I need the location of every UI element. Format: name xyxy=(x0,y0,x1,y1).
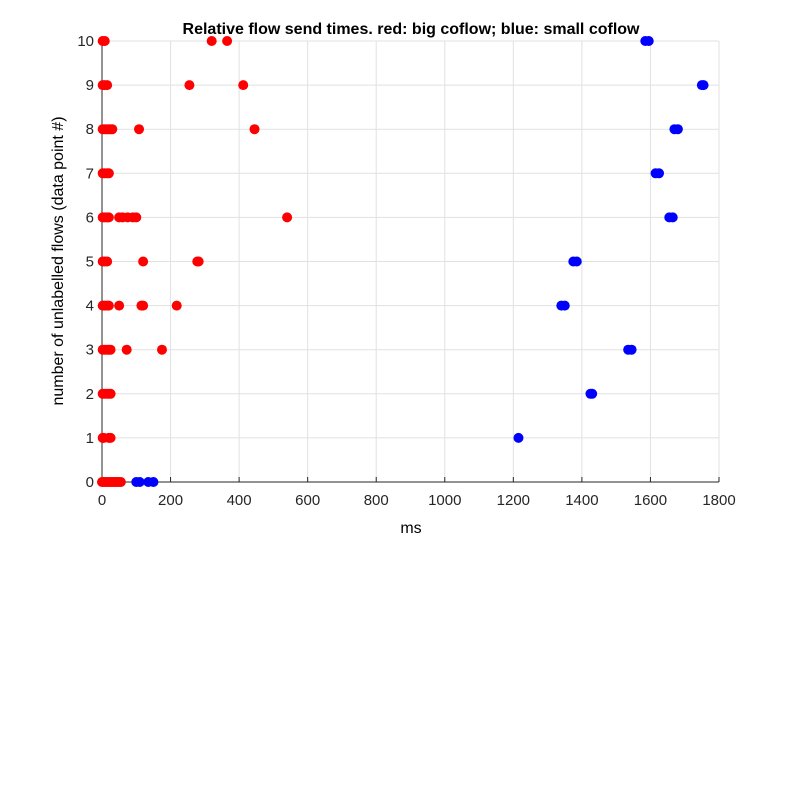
y-tick-label: 4 xyxy=(86,298,94,315)
y-tick-label: 7 xyxy=(86,165,94,182)
y-tick-label: 10 xyxy=(77,33,94,50)
grid xyxy=(101,40,720,483)
data-point xyxy=(102,256,113,267)
x-axis-label: ms xyxy=(400,520,421,537)
data-point xyxy=(105,388,116,399)
y-axis-label: number of unlabelled flows (data point #… xyxy=(50,116,67,405)
y-tick-label: 6 xyxy=(86,209,94,226)
data-point xyxy=(121,344,132,355)
data-point xyxy=(105,344,116,355)
y-tick-label: 5 xyxy=(86,254,94,271)
data-point xyxy=(105,432,116,443)
data-point xyxy=(698,80,709,91)
data-point xyxy=(99,36,110,46)
y-tick-label: 8 xyxy=(86,121,94,138)
y-tick-label: 3 xyxy=(86,342,94,359)
data-points xyxy=(97,36,709,487)
data-point xyxy=(626,344,637,355)
data-point xyxy=(643,36,654,46)
data-point xyxy=(222,36,233,46)
series-0 xyxy=(97,36,293,487)
data-point xyxy=(115,477,126,487)
data-point xyxy=(513,432,524,443)
x-tick-label: 600 xyxy=(295,492,320,509)
data-point xyxy=(238,80,249,91)
data-point xyxy=(103,212,114,223)
data-point xyxy=(107,124,118,135)
data-point xyxy=(138,256,149,267)
data-point xyxy=(193,256,204,267)
data-point xyxy=(171,300,182,311)
data-point xyxy=(559,300,570,311)
data-point xyxy=(571,256,582,267)
data-point xyxy=(249,124,260,135)
data-point xyxy=(114,300,125,311)
series-1 xyxy=(131,36,709,487)
y-tick-label: 9 xyxy=(86,77,94,94)
y-tick-label: 0 xyxy=(86,474,94,491)
data-point xyxy=(156,344,167,355)
data-point xyxy=(138,300,149,311)
data-point xyxy=(134,477,145,487)
y-tick-label: 1 xyxy=(86,430,94,447)
data-point xyxy=(131,212,142,223)
data-point xyxy=(672,124,683,135)
x-tick-label: 1400 xyxy=(565,492,598,509)
chart-title: Relative flow send times. red: big coflo… xyxy=(183,21,641,38)
data-point xyxy=(587,388,598,399)
x-tick-label: 800 xyxy=(364,492,389,509)
data-point xyxy=(282,212,293,223)
x-tick-label: 200 xyxy=(158,492,183,509)
x-tick-label: 400 xyxy=(227,492,252,509)
data-point xyxy=(134,124,145,135)
x-tick-label: 1000 xyxy=(428,492,461,509)
data-point xyxy=(102,80,113,91)
data-point xyxy=(103,168,114,179)
x-tick-label: 1800 xyxy=(702,492,735,509)
data-point xyxy=(103,300,114,311)
data-point xyxy=(654,168,665,179)
data-point xyxy=(206,36,217,46)
x-tick-label: 1600 xyxy=(634,492,667,509)
tick-labels: 0 200 400 600 800 1000 1200 1400 1600 1800 0 1 2 3 4 5 6… xyxy=(77,33,735,509)
y-tick-label: 2 xyxy=(86,386,94,403)
x-tick-label: 1200 xyxy=(497,492,530,509)
data-point xyxy=(184,80,195,91)
data-point xyxy=(148,477,159,487)
data-point xyxy=(667,212,678,223)
x-tick-label: 0 xyxy=(98,492,106,509)
